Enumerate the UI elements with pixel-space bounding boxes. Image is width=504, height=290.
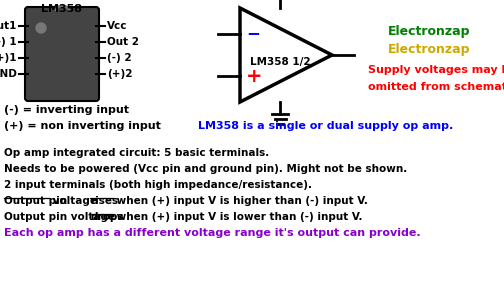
Text: Out 2: Out 2 [107,37,139,47]
Text: LM358: LM358 [41,4,83,14]
Text: 2 input terminals (both high impedance/resistance).: 2 input terminals (both high impedance/r… [4,180,312,190]
Text: (-) = inverting input: (-) = inverting input [4,105,129,115]
Text: +: + [246,67,263,86]
Text: drops: drops [90,212,123,222]
Text: Electronzap: Electronzap [388,44,471,57]
Text: −: − [246,24,260,42]
Text: Vcc: Vcc [107,21,128,31]
Circle shape [36,23,46,33]
Text: Op amp integrated circuit: 5 basic terminals.: Op amp integrated circuit: 5 basic termi… [4,148,269,158]
Text: (-) 1: (-) 1 [0,37,17,47]
FancyBboxPatch shape [25,7,99,101]
Text: (+)1: (+)1 [0,53,17,63]
Text: Output pin: Output pin [4,196,67,206]
Text: Needs to be powered (Vcc pin and ground pin). Might not be shown.: Needs to be powered (Vcc pin and ground … [4,164,407,174]
Text: rises: rises [90,196,118,206]
Text: when (+) input V is lower than (-) input V.: when (+) input V is lower than (-) input… [113,212,362,222]
Text: Supply voltages may be: Supply voltages may be [368,65,504,75]
Text: (+)2: (+)2 [107,69,133,79]
Text: Electronzap: Electronzap [388,26,471,39]
Text: voltage: voltage [49,196,101,206]
Text: (-) 2: (-) 2 [107,53,132,63]
Text: Each op amp has a different voltage range it's output can provide.: Each op amp has a different voltage rang… [4,228,421,238]
Text: LM358 is a single or dual supply op amp.: LM358 is a single or dual supply op amp. [198,121,453,131]
Text: omitted from schematic.: omitted from schematic. [368,82,504,92]
Text: (+) = non inverting input: (+) = non inverting input [4,121,161,131]
Text: Output pin voltage: Output pin voltage [4,212,119,222]
Text: when (+) input V is higher than (-) input V.: when (+) input V is higher than (-) inpu… [113,196,368,206]
Text: LM358 1/2: LM358 1/2 [250,57,310,67]
Text: GND: GND [0,69,17,79]
Text: Out1: Out1 [0,21,17,31]
